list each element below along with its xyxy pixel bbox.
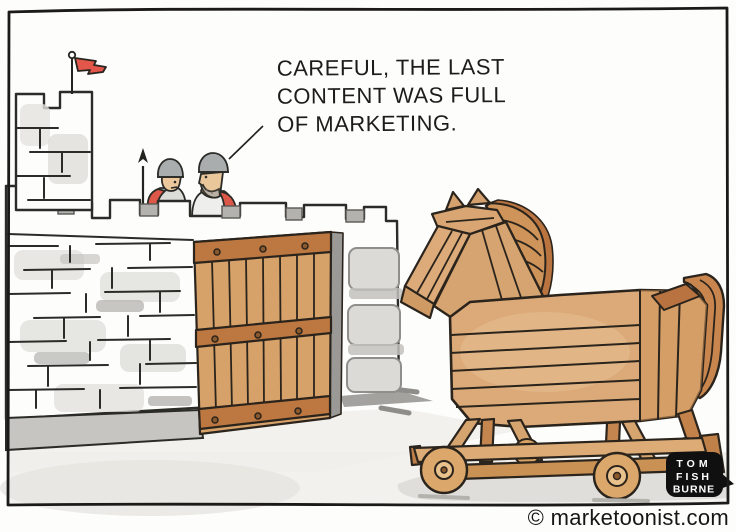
horse-head bbox=[399, 187, 506, 320]
shaded-stones bbox=[346, 247, 404, 393]
soldier-left bbox=[146, 158, 187, 216]
spear bbox=[138, 148, 148, 208]
signature-line-1: TOM bbox=[676, 458, 711, 470]
signature-line-2: FISH bbox=[676, 471, 712, 483]
castle-tower bbox=[14, 90, 94, 212]
speech-pointer-line bbox=[228, 125, 264, 160]
speech-text-line-1: CAREFUL, THE LAST bbox=[277, 54, 505, 81]
speech-caption: CAREFUL, THE LAST CONTENT WAS FULL OF MA… bbox=[277, 54, 507, 137]
wall-brick-lines bbox=[7, 233, 197, 409]
signature-line-3: BURNE bbox=[673, 484, 715, 496]
speech-text-line-2: CONTENT WAS FULL bbox=[277, 82, 506, 109]
trojan-horse bbox=[399, 187, 726, 503]
castle-gate-door bbox=[192, 230, 344, 436]
wall-plinth bbox=[5, 408, 205, 452]
wall-washes bbox=[14, 250, 192, 412]
panel-frame-border bbox=[6, 6, 730, 507]
horse-muzzle bbox=[399, 284, 436, 320]
watermark-text: © marketoonist.com bbox=[528, 505, 729, 530]
horse-ear-right bbox=[466, 187, 492, 207]
door-rivets bbox=[211, 242, 309, 424]
horse-body bbox=[448, 283, 709, 429]
artist-signature: TOM FISH BURNE bbox=[666, 452, 734, 497]
near-wheels bbox=[419, 445, 642, 501]
red-flag bbox=[67, 50, 107, 94]
wheel-contact-shadows bbox=[418, 494, 650, 503]
speech-text-line-3: OF MARKETING. bbox=[277, 110, 457, 136]
helmet-left bbox=[157, 158, 184, 178]
helmet-right bbox=[198, 152, 229, 173]
